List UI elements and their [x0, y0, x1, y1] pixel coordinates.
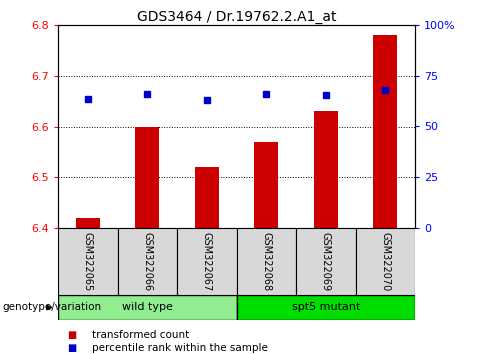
Bar — [195, 167, 219, 228]
Text: percentile rank within the sample: percentile rank within the sample — [92, 343, 267, 353]
Text: spt5 mutant: spt5 mutant — [291, 303, 360, 313]
Text: ■: ■ — [68, 330, 77, 340]
Bar — [356, 228, 415, 295]
Text: GSM322069: GSM322069 — [321, 232, 331, 291]
Text: GSM322068: GSM322068 — [261, 232, 271, 291]
Bar — [237, 228, 296, 295]
Bar — [254, 142, 278, 228]
Bar — [314, 111, 337, 228]
Bar — [237, 295, 415, 320]
Text: GSM322070: GSM322070 — [380, 232, 390, 291]
Bar — [58, 295, 237, 320]
Text: wild type: wild type — [122, 303, 173, 313]
Text: transformed count: transformed count — [92, 330, 189, 340]
Text: GSM322066: GSM322066 — [142, 232, 152, 291]
Bar — [118, 228, 177, 295]
Text: GSM322067: GSM322067 — [202, 232, 212, 291]
Bar — [135, 126, 159, 228]
Bar — [296, 228, 356, 295]
Bar — [58, 228, 118, 295]
Bar — [177, 228, 237, 295]
Text: GSM322065: GSM322065 — [83, 232, 93, 291]
Text: ■: ■ — [68, 343, 77, 353]
Bar — [76, 218, 100, 228]
Text: genotype/variation: genotype/variation — [2, 303, 102, 313]
Title: GDS3464 / Dr.19762.2.A1_at: GDS3464 / Dr.19762.2.A1_at — [137, 10, 336, 24]
Bar — [373, 35, 397, 228]
